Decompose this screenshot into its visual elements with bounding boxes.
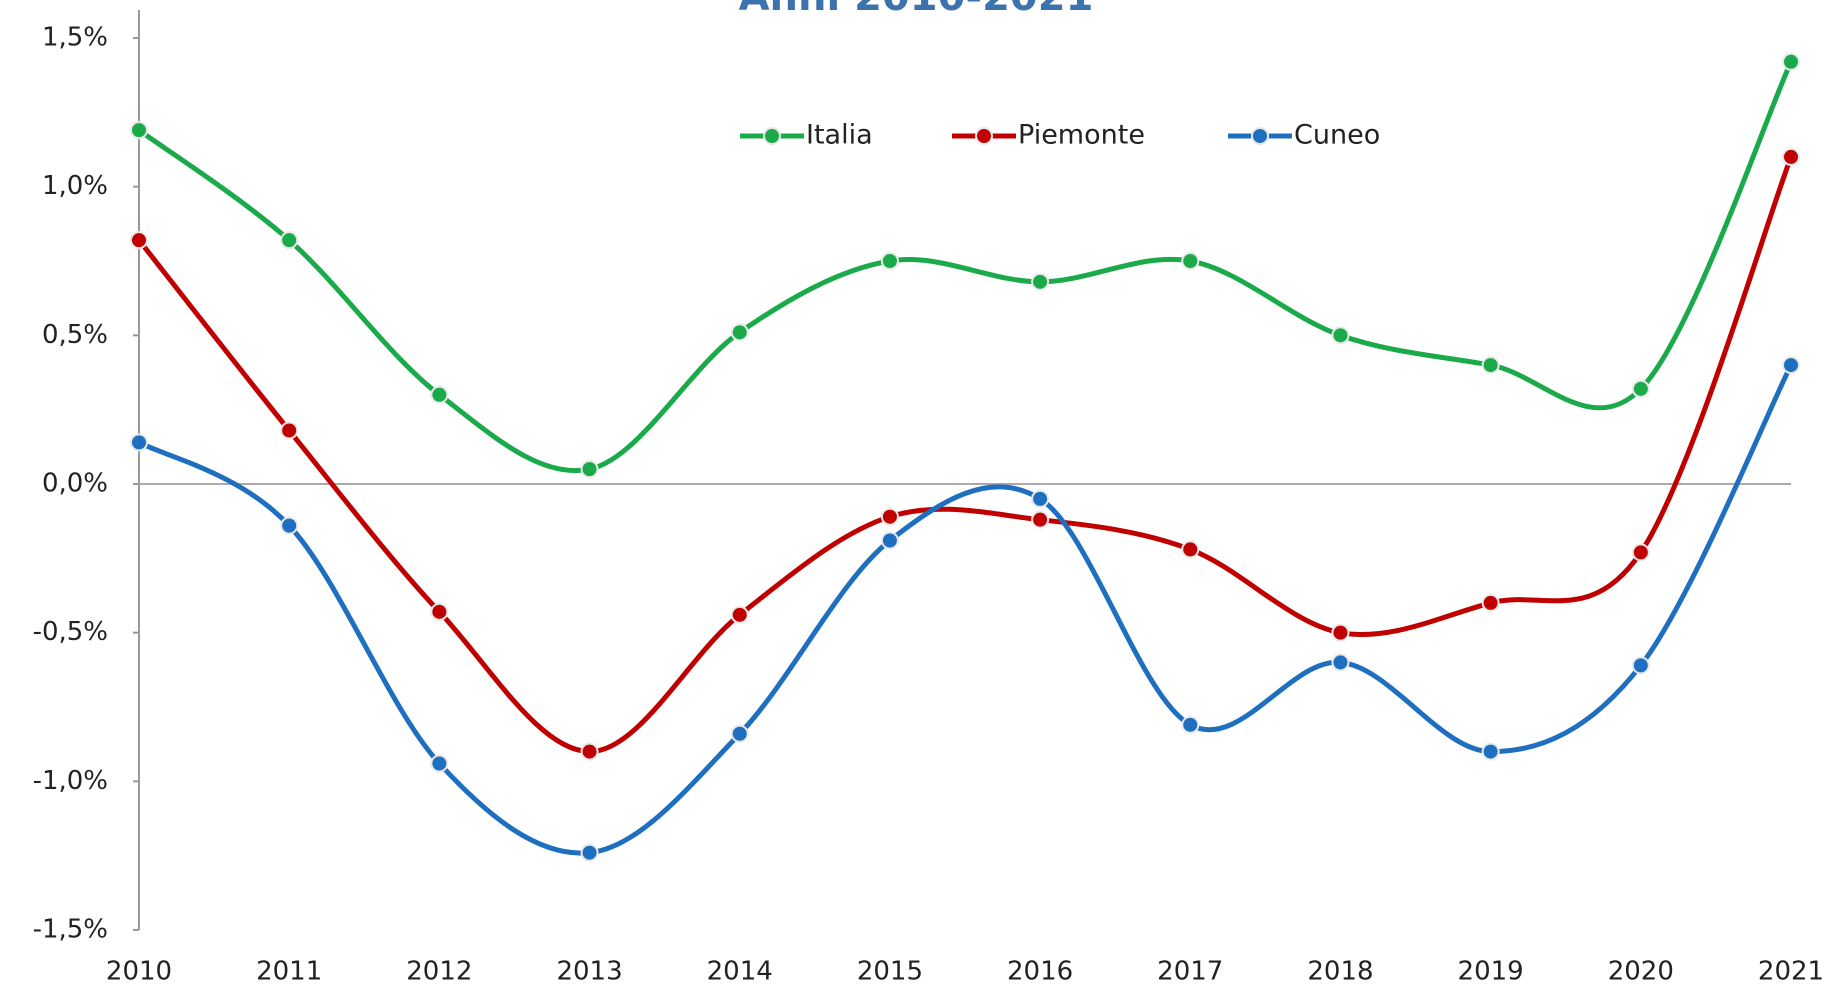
y-tick-label: -1,5% [33, 915, 108, 945]
series-marker [1481, 356, 1500, 375]
series-marker [1631, 656, 1650, 675]
series-marker [1181, 715, 1200, 734]
series-marker [130, 433, 148, 452]
series-line [137, 60, 1794, 474]
series-marker [280, 231, 299, 250]
series-marker [1782, 147, 1800, 166]
x-tick-label: 2016 [1007, 957, 1073, 987]
chart-title: Anni 2010-2021 [739, 0, 1094, 20]
x-tick-label: 2010 [106, 957, 172, 987]
series-marker [130, 231, 148, 250]
legend-label: Italia [806, 120, 873, 151]
series-marker [730, 605, 749, 624]
series-marker [880, 531, 899, 550]
series-marker [430, 602, 449, 621]
series-marker [730, 724, 749, 743]
y-tick-label: 1,0% [42, 171, 108, 201]
series-marker [730, 323, 749, 342]
series-marker [580, 742, 599, 761]
x-tick-label: 2011 [256, 957, 322, 987]
x-tick-label: 2020 [1608, 957, 1674, 987]
x-tick-label: 2012 [406, 957, 472, 987]
legend-label: Piemonte [1018, 120, 1145, 151]
series-marker [280, 516, 299, 535]
series-marker [1331, 326, 1350, 345]
series-marker [1031, 489, 1050, 508]
series-marker [580, 843, 599, 862]
series-marker [130, 121, 148, 140]
series-marker [1481, 593, 1500, 612]
series-marker [1481, 742, 1500, 761]
series-marker [430, 385, 449, 404]
series-marker [280, 421, 299, 440]
series-marker [1331, 653, 1350, 672]
series-marker [1181, 252, 1200, 270]
series-marker [430, 754, 449, 773]
legend-label: Cuneo [1294, 120, 1380, 151]
x-tick-label: 2014 [707, 957, 773, 987]
x-tick-label: 2017 [1157, 957, 1223, 987]
series-marker [1331, 623, 1350, 642]
x-tick-label: 2018 [1307, 957, 1373, 987]
series-marker [880, 252, 899, 270]
series-marker [1782, 356, 1800, 375]
legend-marker [1251, 127, 1269, 145]
y-tick-label: 1,5% [42, 23, 108, 53]
series-marker [1631, 543, 1650, 562]
x-tick-label: 2015 [857, 957, 923, 987]
legend-marker [763, 127, 781, 145]
series-marker [1181, 540, 1200, 559]
series-marker [1031, 272, 1050, 291]
series-line [137, 363, 1794, 856]
y-tick-label: -0,5% [33, 617, 108, 647]
series-marker [880, 507, 899, 526]
y-tick-label: -1,0% [33, 766, 108, 796]
series-marker [1782, 52, 1800, 71]
y-tick-label: 0,0% [42, 469, 108, 499]
x-tick-label: 2019 [1458, 957, 1524, 987]
series-marker [1631, 379, 1650, 398]
series-line [137, 156, 1794, 755]
x-tick-label: 2021 [1758, 957, 1824, 987]
series-marker [1031, 510, 1050, 529]
y-tick-label: 0,5% [42, 320, 108, 350]
series-marker [580, 460, 599, 479]
legend-marker [975, 127, 993, 145]
x-tick-label: 2013 [556, 957, 622, 987]
